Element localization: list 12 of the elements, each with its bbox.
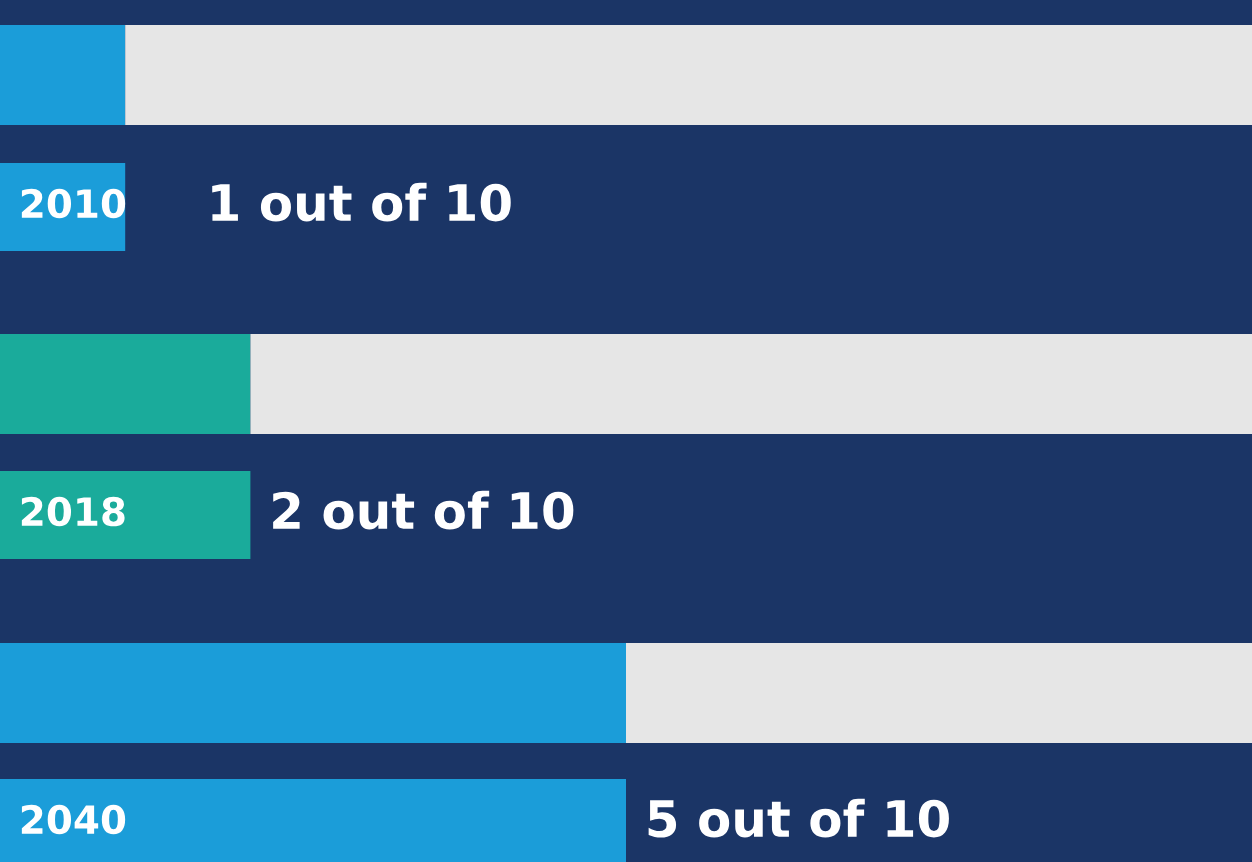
data-label: 5 out of 10: [648, 798, 949, 838]
bar: [0, 643, 626, 743]
data-label: 2 out of 10: [273, 490, 574, 530]
y-tick-label: 2010: [21, 188, 126, 219]
bar: [125, 25, 1252, 125]
bar: [626, 643, 1252, 743]
bar: [250, 334, 1252, 434]
bar: [0, 334, 251, 434]
y-tick-label: 2040: [21, 804, 126, 835]
bar: [0, 25, 126, 125]
y-tick-label: 2018: [21, 496, 125, 527]
data-label: 1 out of 10: [212, 182, 511, 222]
